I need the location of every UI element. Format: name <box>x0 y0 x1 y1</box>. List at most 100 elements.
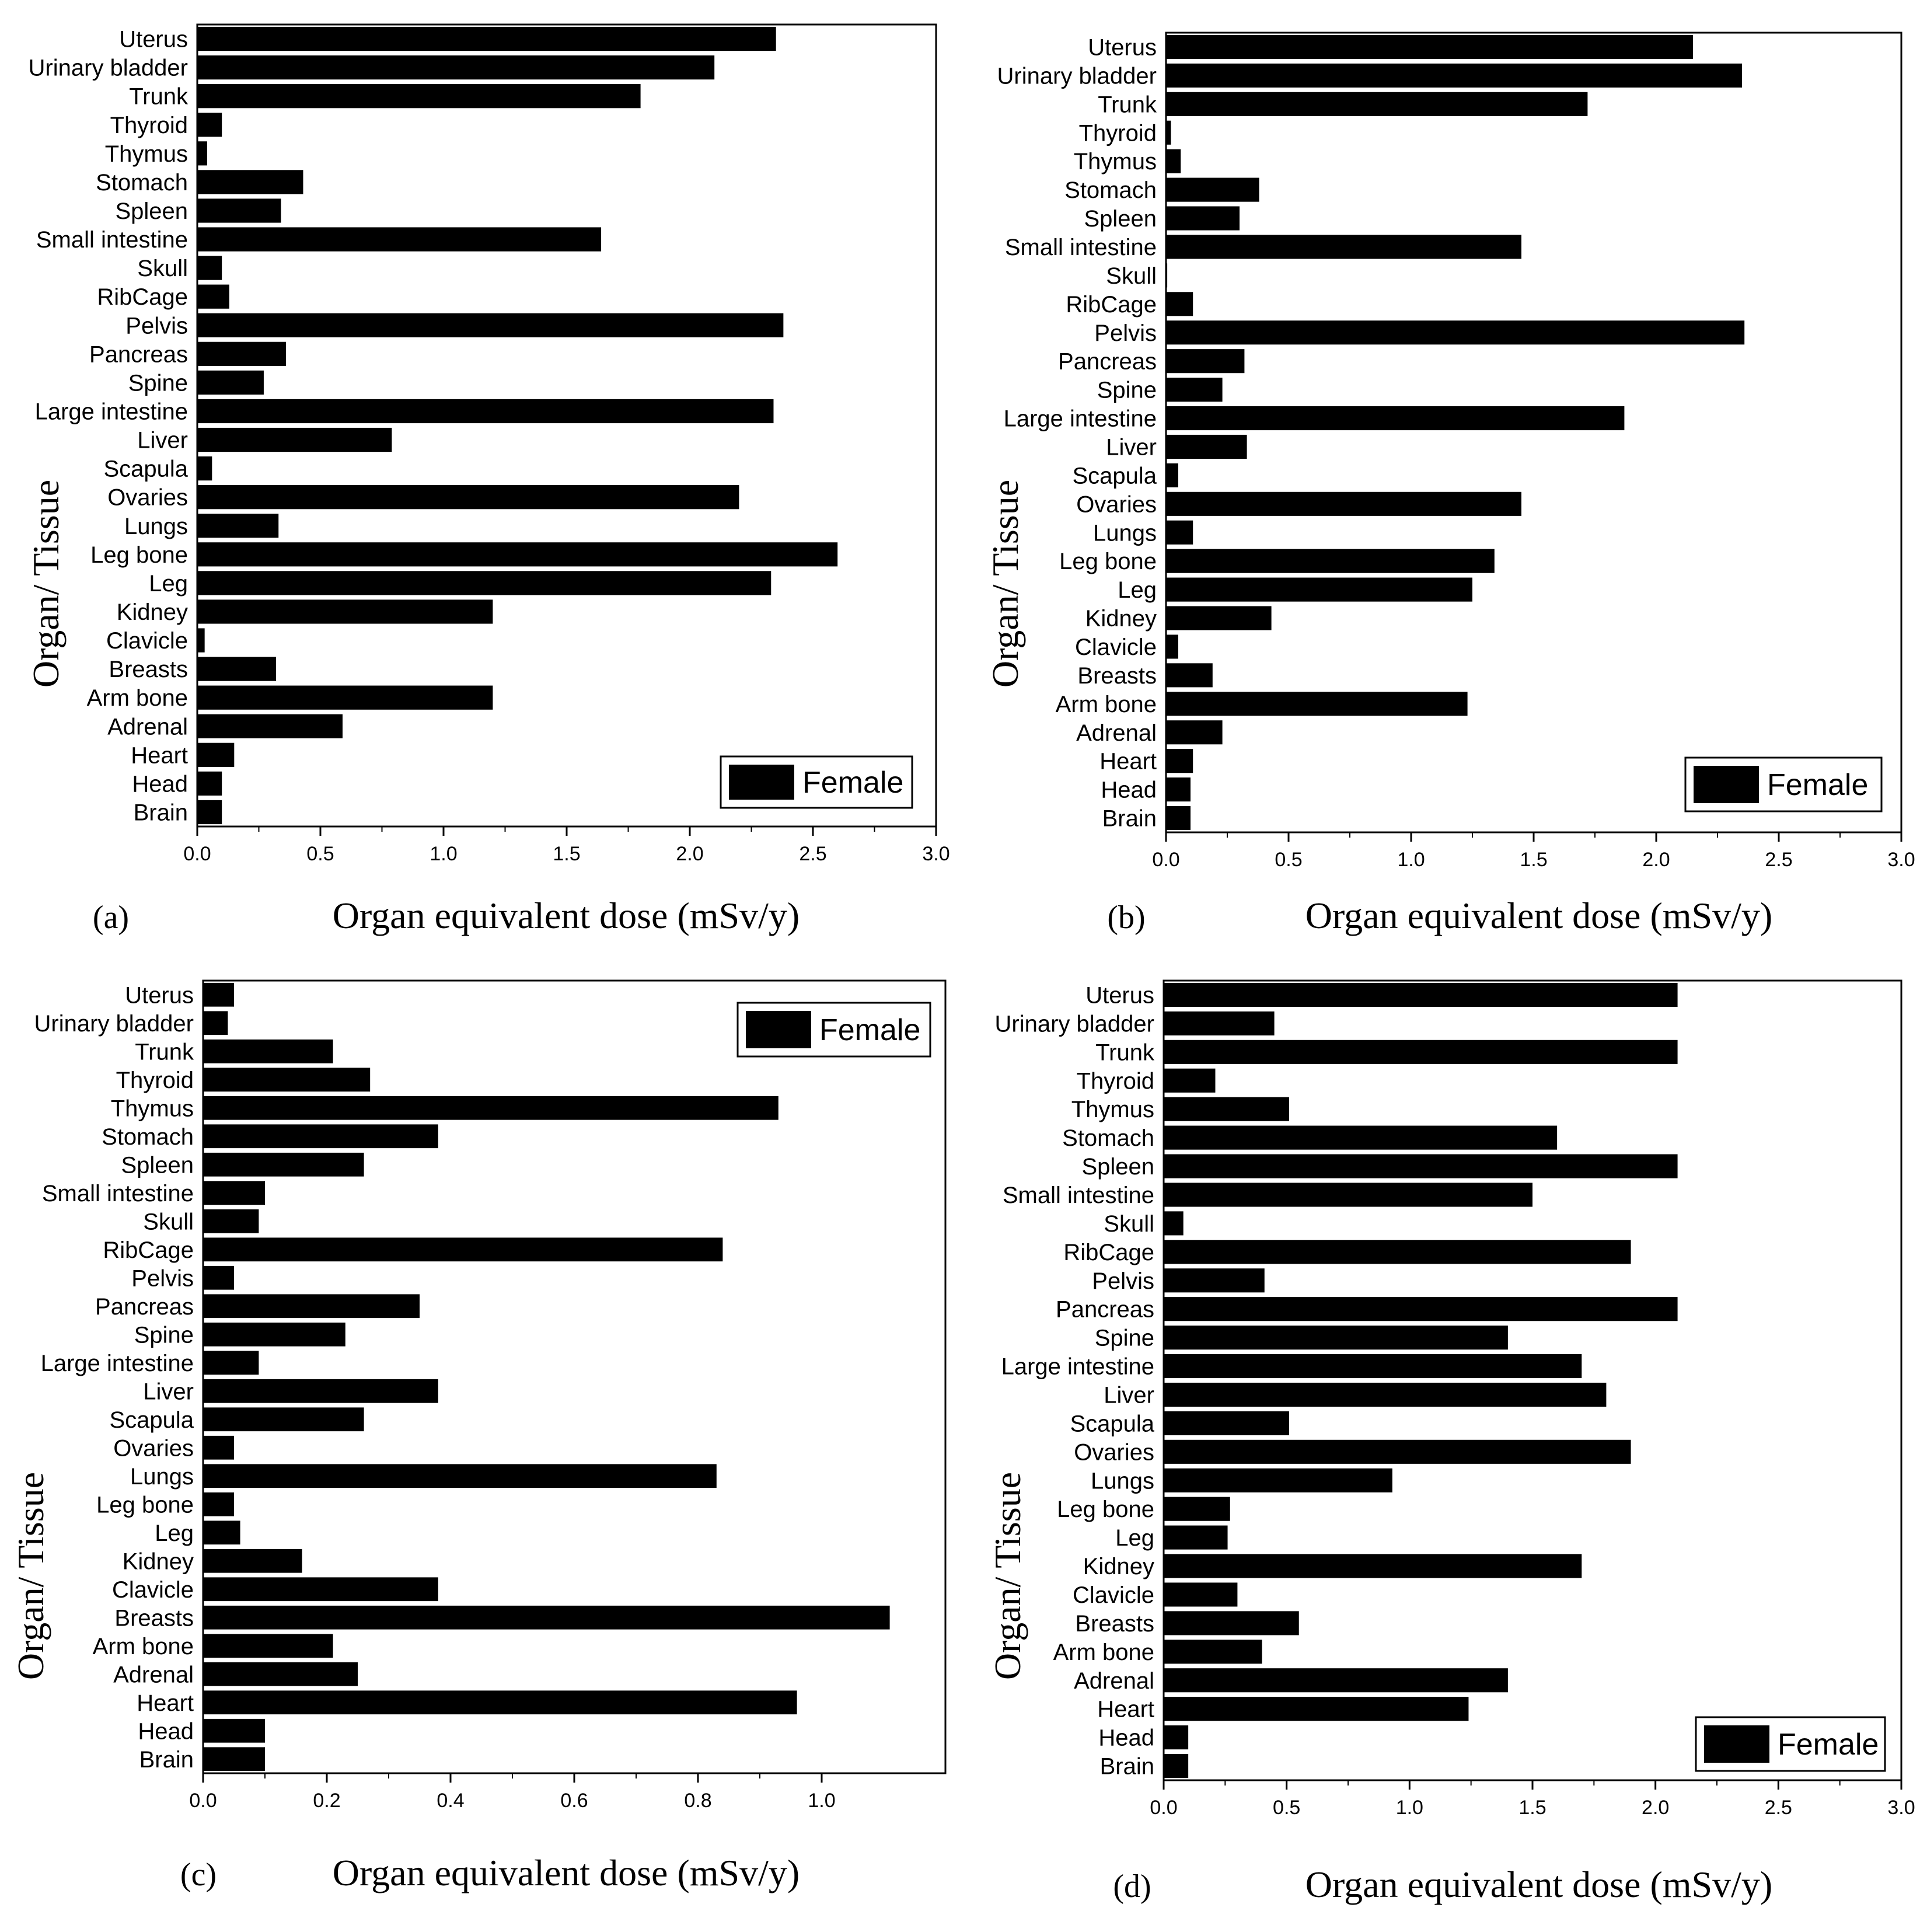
bar-ribcage <box>1166 292 1193 316</box>
x-tick-label: 2.0 <box>676 843 703 865</box>
bar-ribcage <box>1164 1240 1631 1264</box>
bar-arm-bone <box>1164 1640 1262 1664</box>
bar-leg-bone <box>1166 549 1495 573</box>
y-axis-title: Organ/ Tissue <box>987 1472 1028 1680</box>
category-label: Urinary bladder <box>34 1011 194 1037</box>
y-axis-title: Organ/ Tissue <box>25 480 67 688</box>
category-label: Clavicle <box>106 628 188 654</box>
bar-leg-bone <box>203 1492 234 1516</box>
bar-ribcage <box>197 284 229 309</box>
panel-letter: (b) <box>1107 899 1145 936</box>
bar-trunk <box>1166 92 1588 116</box>
category-label: Head <box>1101 777 1157 803</box>
bar-spleen <box>1166 206 1240 231</box>
panel-letter: (d) <box>1113 1868 1151 1905</box>
category-label: Thyroid <box>1077 1068 1154 1094</box>
bar-scapula <box>1166 463 1178 487</box>
x-axis-title: Organ equivalent dose (mSv/y) <box>1305 895 1772 936</box>
bar-trunk <box>203 1039 333 1063</box>
bar-brain <box>1166 805 1191 831</box>
category-label: Trunk <box>1098 92 1157 117</box>
bar-thyroid <box>1166 120 1171 145</box>
legend-label: Female <box>802 766 903 800</box>
category-label: Stomach <box>1064 177 1157 203</box>
bar-small-intestine <box>1166 235 1521 259</box>
bar-urinary-bladder <box>197 55 715 80</box>
category-label: Breasts <box>1075 1611 1154 1637</box>
bar-pancreas <box>1164 1297 1678 1321</box>
bar-heart <box>197 742 235 767</box>
bar-spleen <box>197 198 281 223</box>
category-label: Brain <box>1102 806 1157 832</box>
category-label: Kidney <box>123 1549 194 1574</box>
bar-lungs <box>203 1464 717 1488</box>
bar-spine <box>1164 1326 1508 1350</box>
legend-swatch <box>729 765 794 800</box>
category-label: Scapula <box>1070 1411 1154 1436</box>
x-tick-label: 0.8 <box>684 1790 711 1812</box>
x-tick-label: 1.0 <box>808 1790 835 1812</box>
bar-leg-bone <box>1164 1497 1230 1521</box>
bar-liver <box>203 1379 438 1403</box>
panel-letter: (a) <box>93 899 129 936</box>
category-label: Small intestine <box>36 227 188 253</box>
category-label: Kidney <box>1083 1554 1154 1579</box>
category-label: Scapula <box>109 1407 194 1433</box>
category-label: Leg <box>149 571 188 597</box>
bar-lungs <box>1166 520 1193 545</box>
bar-heart <box>1164 1697 1469 1721</box>
category-label: Spleen <box>1081 1154 1154 1180</box>
bar-urinary-bladder <box>203 1011 228 1035</box>
x-tick-label: 1.5 <box>1520 849 1547 871</box>
bar-breasts <box>197 657 277 681</box>
bar-small-intestine <box>1164 1183 1532 1207</box>
category-label: Pancreas <box>95 1294 194 1320</box>
category-label: Skull <box>143 1209 194 1234</box>
category-label: Head <box>132 771 188 797</box>
bar-thyroid <box>197 113 222 137</box>
bar-uterus <box>203 982 234 1007</box>
bar-spine <box>1166 378 1223 402</box>
bar-liver <box>197 427 392 452</box>
bar-trunk <box>197 84 641 109</box>
x-tick-label: 0.4 <box>437 1790 464 1812</box>
bar-skull <box>1164 1211 1184 1236</box>
x-tick-label: 0.5 <box>1273 1797 1300 1819</box>
bar-scapula <box>1164 1411 1289 1435</box>
category-label: Skull <box>1106 263 1157 289</box>
category-label: Liver <box>1106 434 1157 460</box>
bar-spine <box>203 1322 345 1347</box>
bar-pelvis <box>197 313 784 337</box>
category-label: Urinary bladder <box>29 55 188 81</box>
category-label: Stomach <box>96 170 188 196</box>
bar-uterus <box>1164 982 1678 1007</box>
category-label: Uterus <box>1085 982 1154 1008</box>
category-label: Heart <box>137 1690 194 1716</box>
category-label: Brain <box>1100 1754 1154 1780</box>
category-label: Leg <box>155 1521 194 1546</box>
bar-liver <box>1166 434 1247 459</box>
category-label: Arm bone <box>93 1634 194 1659</box>
category-label: Uterus <box>125 982 194 1008</box>
bar-large-intestine <box>1166 406 1625 431</box>
bar-stomach <box>1166 177 1259 202</box>
category-label: Breasts <box>114 1605 194 1631</box>
bar-leg <box>1164 1525 1228 1550</box>
y-axis-title: Organ/ Tissue <box>985 480 1026 688</box>
category-label: Pelvis <box>131 1265 194 1291</box>
category-label: Trunk <box>1095 1040 1155 1065</box>
bar-uterus <box>197 26 776 51</box>
bar-ovaries <box>197 485 739 510</box>
category-label: Uterus <box>119 27 188 53</box>
bar-clavicle <box>197 628 205 653</box>
bar-kidney <box>197 599 493 624</box>
category-label: Liver <box>143 1379 194 1404</box>
bar-brain <box>197 800 222 825</box>
category-label: Stomach <box>1062 1125 1154 1151</box>
bar-brain <box>203 1747 265 1771</box>
category-label: Thyroid <box>110 113 188 138</box>
category-label: Breasts <box>1077 663 1157 689</box>
